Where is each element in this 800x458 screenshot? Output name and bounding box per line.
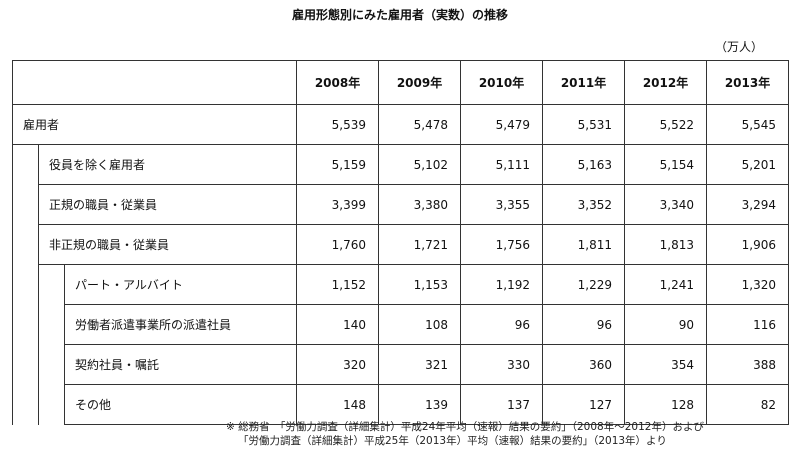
- value-cell: 82: [706, 384, 790, 425]
- indent-cell: [38, 264, 65, 425]
- value-cell: 5,479: [460, 104, 544, 145]
- table-row: 雇用者 5,539 5,478 5,479 5,531 5,522 5,545: [11, 104, 790, 145]
- value-cell: 116: [706, 304, 790, 345]
- row-label: パート・アルバイト: [63, 264, 298, 305]
- row-label: 正規の職員・従業員: [37, 184, 298, 225]
- table-row: 役員を除く雇用者 5,159 5,102 5,111 5,163 5,154 5…: [12, 144, 790, 425]
- value-cell: 321: [378, 344, 462, 385]
- value-cell: 3,380: [378, 184, 462, 225]
- value-cell: 5,201: [706, 144, 790, 185]
- row-label: 雇用者: [11, 104, 298, 145]
- value-cell: 1,813: [624, 224, 708, 265]
- value-cell: 3,294: [706, 184, 790, 225]
- value-cell: 5,522: [624, 104, 708, 145]
- value-cell: 96: [542, 304, 626, 345]
- row-label: 役員を除く雇用者: [37, 144, 298, 185]
- value-cell: 5,545: [706, 104, 790, 145]
- value-cell: 1,811: [542, 224, 626, 265]
- indent-cell: [12, 144, 39, 425]
- value-cell: 108: [378, 304, 462, 345]
- value-cell: 5,154: [624, 144, 708, 185]
- header-row: 2008年 2009年 2010年 2011年 2012年 2013年: [11, 60, 790, 105]
- value-cell: 388: [706, 344, 790, 385]
- year-header: 2013年: [706, 60, 790, 105]
- value-cell: 354: [624, 344, 708, 385]
- value-cell: 1,756: [460, 224, 544, 265]
- value-cell: 1,229: [542, 264, 626, 305]
- value-cell: 1,152: [296, 264, 380, 305]
- value-cell: 140: [296, 304, 380, 345]
- value-cell: 3,352: [542, 184, 626, 225]
- value-cell: 1,192: [460, 264, 544, 305]
- table-row: 契約社員・嘱託 320 321 330 360 354 388: [13, 344, 790, 385]
- header-blank-cell: [11, 60, 298, 105]
- value-cell: 3,340: [624, 184, 708, 225]
- value-cell: 5,531: [542, 104, 626, 145]
- value-cell: 137: [460, 384, 544, 425]
- value-cell: 148: [296, 384, 380, 425]
- row-label: その他: [63, 384, 298, 425]
- value-cell: 5,111: [460, 144, 544, 185]
- source-note-line: ※ 総務省 「労働力調査（詳細集計）平成24年平均（速報）結果の要約」（2008…: [226, 421, 704, 433]
- employment-table: 2008年 2009年 2010年 2011年 2012年 2013年 雇用者 …: [11, 60, 790, 425]
- value-cell: 1,760: [296, 224, 380, 265]
- value-cell: 3,355: [460, 184, 544, 225]
- value-cell: 320: [296, 344, 380, 385]
- year-header: 2009年: [378, 60, 462, 105]
- table-row: 非正規の職員・従業員 1,760 1,721 1,756 1,811 1,813…: [13, 224, 790, 265]
- value-cell: 3,399: [296, 184, 380, 225]
- row-label: 非正規の職員・従業員: [37, 224, 298, 265]
- value-cell: 5,163: [542, 144, 626, 185]
- table-row: 正規の職員・従業員 3,399 3,380 3,355 3,352 3,340 …: [13, 184, 790, 225]
- page-title: 雇用形態別にみた雇用者（実数）の推移: [291, 8, 508, 22]
- table-row: 労働者派遣事業所の派遣社員 140 108 96 96 90 116: [13, 304, 790, 345]
- row-label: 労働者派遣事業所の派遣社員: [63, 304, 298, 345]
- value-cell: 330: [460, 344, 544, 385]
- source-note: ※ 総務省 「労働力調査（詳細集計）平成24年平均（速報）結果の要約」（2008…: [226, 420, 786, 448]
- value-cell: 128: [624, 384, 708, 425]
- value-cell: 5,102: [378, 144, 462, 185]
- year-header: 2011年: [542, 60, 626, 105]
- value-cell: 1,153: [378, 264, 462, 305]
- value-cell: 1,241: [624, 264, 708, 305]
- source-note-line: 「労働力調査（詳細集計）平成25年（2013年）平均（速報）結果の要約」（201…: [238, 435, 667, 447]
- value-cell: 96: [460, 304, 544, 345]
- value-cell: 1,320: [706, 264, 790, 305]
- value-cell: 5,159: [296, 144, 380, 185]
- row-label: 契約社員・嘱託: [63, 344, 298, 385]
- value-cell: 5,539: [296, 104, 380, 145]
- table-row: パート・アルバイト 1,152 1,153 1,192 1,229 1,241 …: [13, 264, 790, 425]
- value-cell: 5,478: [378, 104, 462, 145]
- value-cell: 127: [542, 384, 626, 425]
- year-header: 2010年: [460, 60, 544, 105]
- value-cell: 1,721: [378, 224, 462, 265]
- value-cell: 360: [542, 344, 626, 385]
- value-cell: 139: [378, 384, 462, 425]
- value-cell: 90: [624, 304, 708, 345]
- year-header: 2008年: [296, 60, 380, 105]
- unit-label: （万人）: [714, 40, 763, 54]
- table-row: その他 148 139 137 127 128 82: [13, 384, 790, 425]
- year-header: 2012年: [624, 60, 708, 105]
- value-cell: 1,906: [706, 224, 790, 265]
